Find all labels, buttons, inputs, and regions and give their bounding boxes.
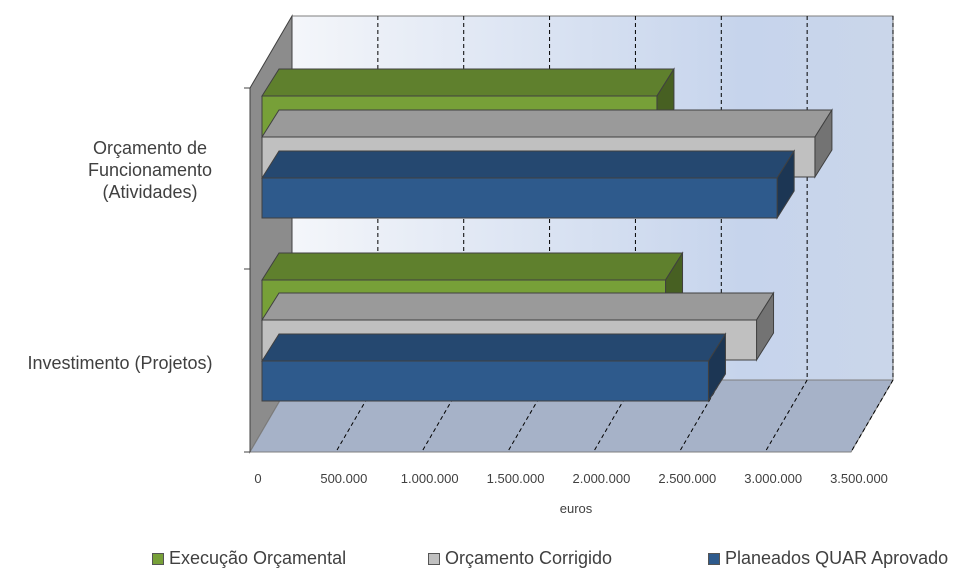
x-tick-label: 2.000.000 — [573, 471, 631, 486]
x-tick-label: 0 — [254, 471, 261, 486]
bar-top-face — [261, 150, 796, 179]
category-label: Orçamento de Funcionamento (Atividades) — [87, 138, 213, 202]
x-tick-label: 3.500.000 — [830, 471, 888, 486]
x-tick-label: 500.000 — [320, 471, 367, 486]
bar-top-face — [261, 68, 675, 97]
legend-item: Execução Orçamental — [152, 548, 346, 569]
bar-front-face — [261, 177, 778, 219]
x-tick-label: 1.000.000 — [401, 471, 459, 486]
category-label: Investimento (Projetos) — [27, 353, 213, 373]
legend-label: Orçamento Corrigido — [445, 548, 613, 568]
legend: Execução Orçamental Orçamento Corrigido Pl… — [0, 548, 965, 570]
bar-top-face — [261, 292, 775, 321]
legend-swatch — [708, 552, 720, 565]
x-tick-label: 3.000.000 — [744, 471, 802, 486]
bar-front-face — [261, 360, 709, 402]
bar-top-face — [261, 109, 833, 138]
bar-top-face — [261, 252, 684, 281]
bar — [261, 149, 796, 220]
x-axis-title: euros — [560, 501, 593, 516]
legend-label: Planeados QUAR Aprovado — [725, 548, 949, 568]
bars — [261, 67, 833, 403]
legend-item: Planeados QUAR Aprovado — [708, 548, 948, 569]
bar-top-face — [261, 333, 727, 362]
legend-item: Orçamento Corrigido — [428, 548, 612, 569]
legend-swatch — [152, 552, 164, 565]
bar — [261, 332, 727, 403]
x-axis-ticks: 0 500.000 1.000.000 1.500.000 2.000.000 2.500… — [254, 471, 888, 486]
legend-swatch — [428, 552, 440, 565]
x-tick-label: 2.500.000 — [658, 471, 716, 486]
legend-label: Execução Orçamental — [169, 548, 347, 568]
x-tick-label: 1.500.000 — [487, 471, 545, 486]
